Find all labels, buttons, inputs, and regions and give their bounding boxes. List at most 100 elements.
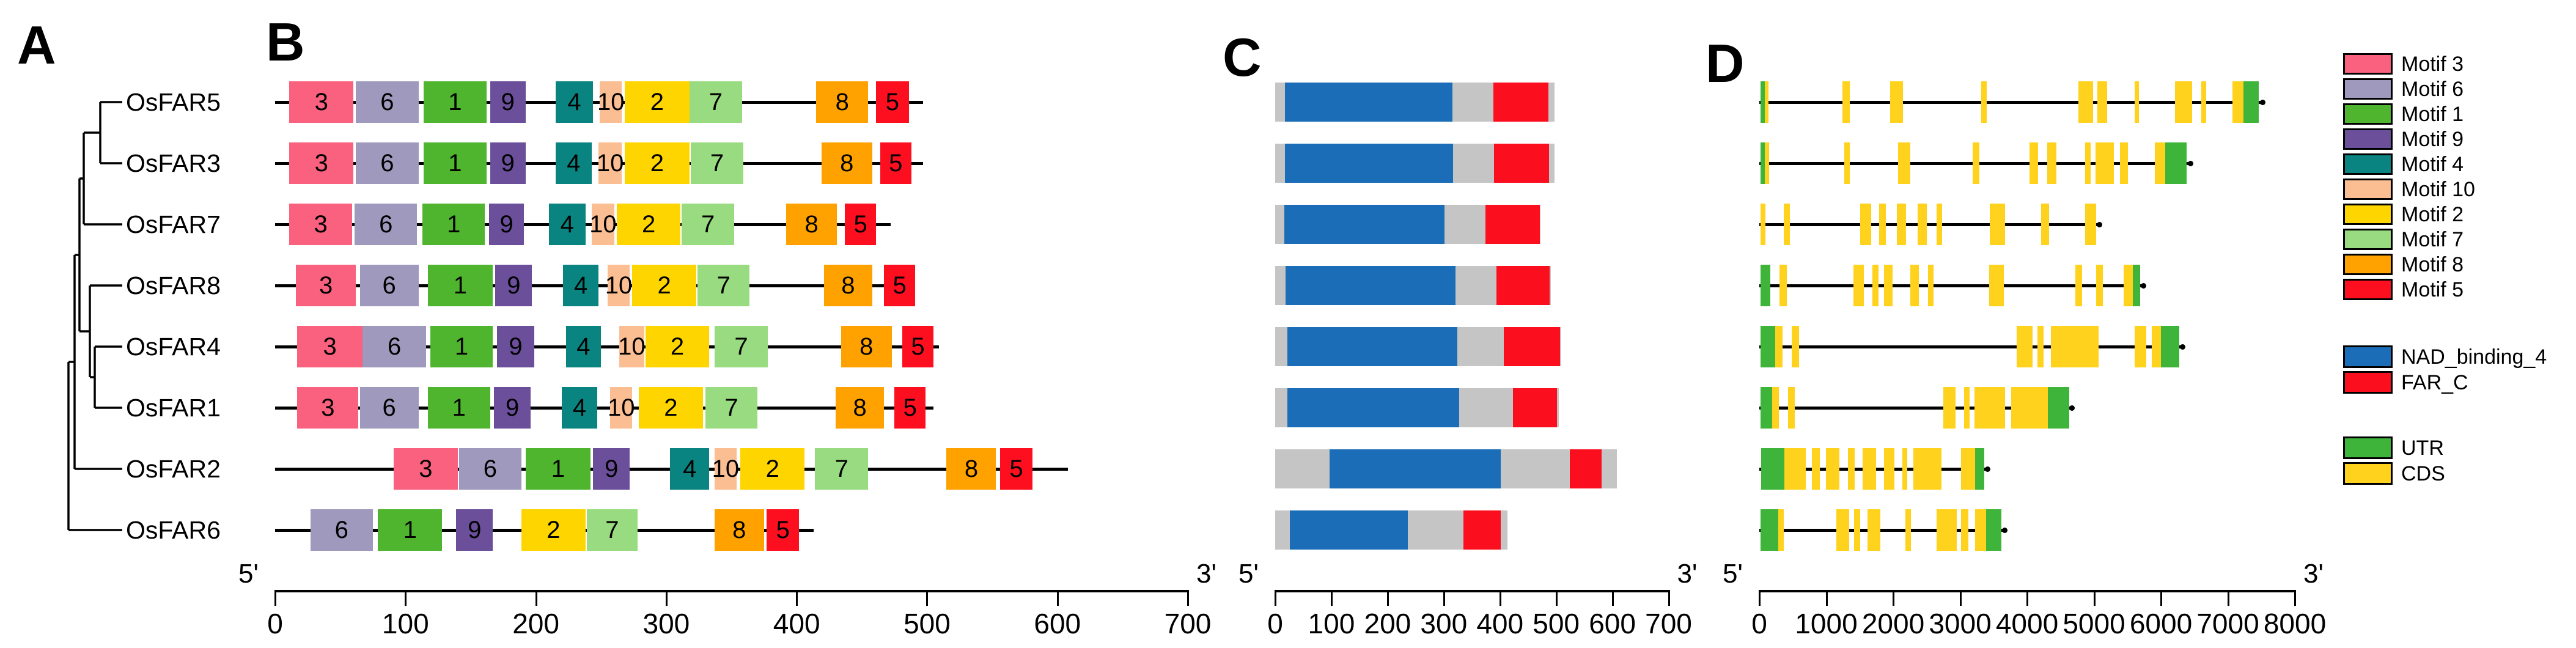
legend-label: CDS: [2401, 462, 2445, 485]
panel-d-axis-tick: [1893, 590, 1894, 606]
gene-line-end-dot: [2179, 344, 2185, 350]
panel-c-axis-tick-label: 100: [1308, 608, 1355, 639]
exon-cds: [2011, 387, 2048, 429]
exon-cds: [2050, 326, 2099, 367]
motif-box: 5: [894, 387, 926, 429]
motif-box: 6: [356, 81, 419, 123]
panel-d-axis-tick-label: 5000: [2063, 608, 2125, 639]
motif-box: 7: [682, 204, 734, 245]
motif-box: 7: [690, 81, 742, 123]
exon-utr: [1760, 387, 1773, 429]
exon-utr: [2048, 387, 2070, 429]
motif-box: 8: [836, 387, 885, 429]
exon-cds: [2047, 142, 2056, 184]
panel-b-axis-tick: [535, 590, 537, 606]
panel-b-axis-tick: [796, 590, 798, 606]
panel-d-axis-tick: [2093, 590, 2096, 606]
legend-swatch: [2343, 204, 2393, 225]
motif-box: 4: [555, 142, 592, 184]
motif-box: 3: [297, 326, 362, 367]
panel-b-axis-tick-label: 600: [1034, 608, 1081, 639]
legend-label: Motif 9: [2401, 127, 2464, 151]
motif-box: 7: [705, 387, 758, 429]
motif-box: 5: [880, 142, 911, 184]
motif-box: 10: [605, 265, 632, 306]
exon-cds: [1836, 509, 1850, 551]
panel-c-axis-tick-label: 300: [1420, 608, 1468, 639]
domain-bar: [1275, 510, 1507, 550]
motif-box: 4: [562, 387, 597, 429]
motif-box: 1: [424, 81, 487, 123]
motif-box: 5: [999, 448, 1033, 490]
exon-cds: [1973, 142, 1980, 184]
motif-box: 1: [427, 265, 493, 306]
panel-c-axis-tick: [1668, 590, 1670, 606]
motif-box: 1: [430, 326, 493, 367]
exon-utr: [1986, 509, 2002, 551]
exon-cds: [1910, 265, 1919, 306]
exon-cds: [1862, 448, 1876, 490]
panel-d-axis-tick-label: 0: [1751, 608, 1767, 639]
gene-label: OsFAR1: [126, 393, 221, 422]
domain-bar: [1275, 83, 1555, 122]
exon-cds: [2135, 81, 2140, 123]
five-prime-label: 5': [238, 559, 259, 589]
exon-cds: [1783, 204, 1790, 245]
exon-utr: [1975, 448, 1984, 490]
domain-bar: [1275, 449, 1617, 488]
far-c-domain-segment: [1504, 327, 1561, 366]
motif-box: 6: [359, 265, 419, 306]
motif-box: 7: [815, 448, 869, 490]
exon-cds: [1853, 265, 1864, 306]
motif-box: 7: [714, 326, 768, 367]
motif-box: 6: [359, 387, 419, 429]
legend-label: Motif 2: [2401, 202, 2464, 226]
legend-label: Motif 5: [2401, 278, 2464, 301]
motif-box: 3: [297, 387, 359, 429]
legend-label: Motif 6: [2401, 77, 2464, 101]
panel-c-label: C: [1223, 27, 1262, 87]
gene-intron-line: [1759, 528, 2004, 532]
motif-box: 10: [589, 204, 617, 245]
gene-line-end-dot: [2097, 221, 2103, 227]
motif-box: 2: [624, 81, 690, 123]
exon-cds: [1960, 448, 1976, 490]
exon-utr: [2165, 142, 2187, 184]
nad-binding-4-domain-segment: [1289, 510, 1408, 550]
legend-swatch: [2343, 78, 2393, 100]
gene-intron-line: [1759, 345, 2181, 348]
motif-box: 3: [289, 204, 352, 245]
legend-label: Motif 7: [2401, 227, 2464, 251]
three-prime-label: 3': [1196, 559, 1216, 589]
panel-d-axis-tick: [1959, 590, 1962, 606]
motif-box: 7: [691, 142, 743, 184]
domain-bar: [1275, 144, 1555, 183]
exon-cds: [1860, 204, 1871, 245]
gene-label: OsFAR3: [126, 149, 221, 177]
panel-b-axis-tick: [926, 590, 929, 606]
exon-cds: [1890, 81, 1904, 123]
panel-b-axis-tick-label: 100: [381, 608, 429, 639]
exon-cds: [1847, 448, 1855, 490]
exon-cds: [1854, 509, 1860, 551]
motif-box: 4: [563, 265, 598, 306]
motif-box: 1: [422, 204, 485, 245]
motif-box: 4: [548, 204, 586, 245]
nad-binding-4-domain-segment: [1284, 144, 1454, 183]
motif-box: 9: [490, 81, 526, 123]
exon-cds: [1812, 448, 1820, 490]
motif-box: 5: [902, 326, 934, 367]
motif-box: 6: [458, 448, 522, 490]
panel-c-axis-tick-label: 400: [1476, 608, 1524, 639]
exon-cds: [2096, 142, 2114, 184]
motif-box: 1: [427, 387, 490, 429]
nad-binding-4-domain-segment: [1287, 388, 1459, 427]
legend-label: UTR: [2401, 436, 2444, 460]
motif-box: 4: [555, 81, 594, 123]
exon-cds: [1872, 265, 1879, 306]
legend-label: Motif 10: [2401, 177, 2475, 201]
exon-cds: [2123, 265, 2133, 306]
motif-box: 1: [424, 142, 487, 184]
exon-cds: [1989, 265, 2004, 306]
exon-cds: [1772, 387, 1779, 429]
